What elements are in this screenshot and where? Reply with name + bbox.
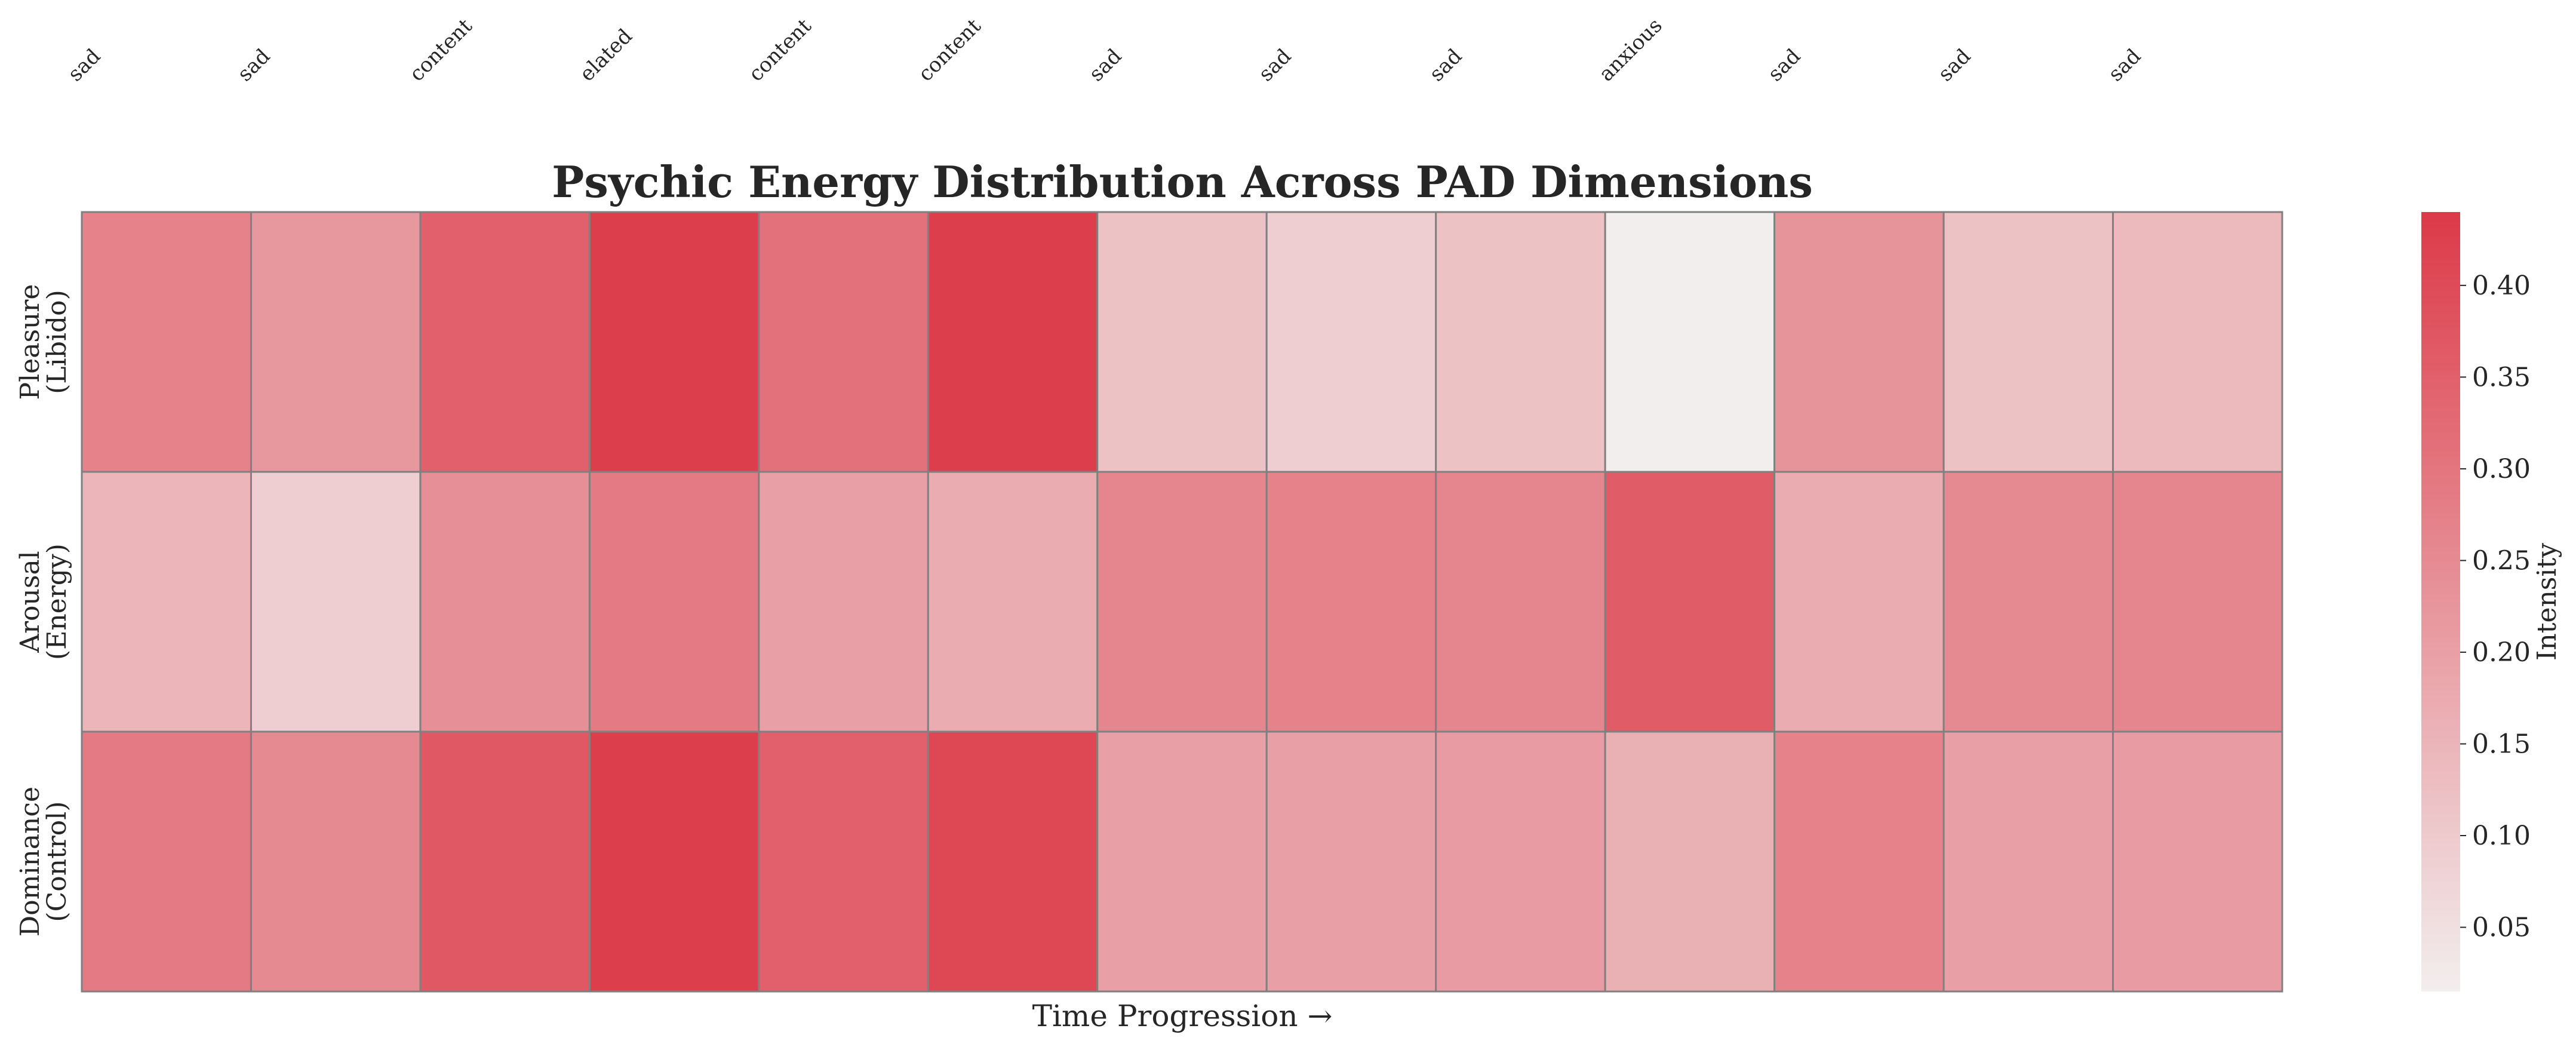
heatmap-cell: [1265, 211, 1437, 473]
heatmap-cell: [1435, 471, 1606, 733]
heatmap-cell: [1942, 211, 2114, 473]
heatmap-cell: [588, 211, 760, 473]
heatmap-cell: [758, 730, 929, 993]
heatmap-cell: [1096, 211, 1268, 473]
colorbar: 0.05 0.10 0.15 0.20 0.25 0.30 0.35 0.40 Intensit…: [2421, 212, 2562, 991]
heatmap-cell: [1773, 211, 1945, 473]
top-labels-group: sad sad content elated content content sad sad s…: [63, 14, 2145, 87]
heatmap-cell: [1604, 211, 1776, 473]
top-label: sad: [1763, 44, 1805, 86]
heatmap-cell: [250, 471, 422, 733]
row-label: (Energy): [42, 544, 72, 660]
colorbar-tick-label: 0.25: [2472, 545, 2531, 576]
row-label: (Libido): [42, 290, 72, 394]
heatmap-cell: [1942, 471, 2114, 733]
heatmap-cell: [927, 471, 1099, 733]
heatmap-cell: [1265, 730, 1437, 993]
colorbar-tick-label: 0.05: [2472, 913, 2531, 943]
row-labels-group: Pleasure(Libido) Arousal(Energy) Dominance…: [15, 284, 72, 937]
colorbar-label: Intensity: [2532, 543, 2562, 661]
top-label: anxious: [1594, 14, 1667, 87]
heatmap-cells: [81, 211, 2283, 993]
x-axis-label: Time Progression →: [1032, 999, 1333, 1033]
colorbar-tick-label: 0.10: [2472, 821, 2531, 851]
colorbar-tick-label: 0.15: [2472, 729, 2531, 759]
heatmap-cell: [927, 211, 1099, 473]
heatmap-cell: [1604, 471, 1776, 733]
heatmap-cell: [250, 211, 422, 473]
heatmap-cell: [1942, 730, 2114, 993]
heatmap-cell: [1265, 471, 1437, 733]
top-label: sad: [1425, 44, 1467, 86]
row-label: Arousal: [15, 551, 45, 653]
heatmap-cell: [1435, 211, 1606, 473]
heatmap-cell: [2112, 211, 2283, 473]
heatmap-cell: [927, 730, 1099, 993]
heatmap-cell: [1604, 730, 1776, 993]
top-label: content: [914, 14, 986, 86]
heatmap-cell: [1773, 730, 1945, 993]
top-label: sad: [1254, 44, 1296, 86]
top-label: sad: [1933, 44, 1975, 86]
heatmap-cell: [1773, 471, 1945, 733]
top-label: content: [405, 14, 477, 86]
top-label: sad: [2104, 44, 2145, 86]
chart-title: Psychic Energy Distribution Across PAD D…: [552, 156, 1813, 207]
heatmap-cell: [81, 730, 252, 993]
heatmap-cell: [81, 471, 252, 733]
heatmap-cell: [588, 730, 760, 993]
heatmap-cell: [1096, 471, 1268, 733]
colorbar-tick-label: 0.30: [2472, 454, 2531, 484]
top-label: sad: [63, 44, 105, 86]
heatmap-cell: [81, 211, 252, 473]
heatmap-cell: [758, 211, 929, 473]
colorbar-tick-label: 0.35: [2472, 362, 2531, 392]
colorbar-tick-label: 0.40: [2472, 271, 2531, 301]
heatmap-cell: [2112, 471, 2283, 733]
heatmap-cell: [1096, 730, 1268, 993]
top-label: sad: [1084, 44, 1126, 86]
heatmap-cell: [419, 471, 591, 733]
heatmap-cell: [419, 211, 591, 473]
top-label: content: [744, 14, 816, 86]
row-label: Pleasure: [15, 284, 45, 400]
top-label: sad: [233, 44, 275, 86]
heatmap-cell: [758, 471, 929, 733]
heatmap-cell: [2112, 730, 2283, 993]
heatmap-cell: [250, 730, 422, 993]
heatmap-cell: [588, 471, 760, 733]
heatmap-cell: [1435, 730, 1606, 993]
colorbar-tick-label: 0.20: [2472, 637, 2531, 668]
row-label: (Control): [42, 801, 72, 922]
heatmap-cell: [419, 730, 591, 993]
colorbar-gradient: [2421, 212, 2460, 991]
row-label: Dominance: [15, 787, 45, 937]
top-label: elated: [575, 24, 637, 87]
